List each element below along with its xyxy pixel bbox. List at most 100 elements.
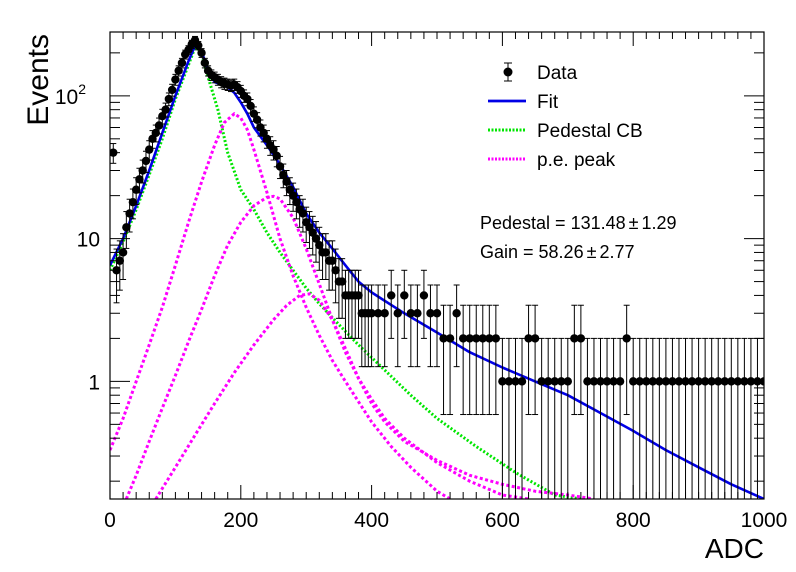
y-axis-label: Events [22,34,55,126]
data-point [498,337,507,499]
data-point [445,304,455,416]
data-point [517,337,527,499]
y-tick-label: 102 [55,81,86,109]
legend-entry-data: Data [503,62,578,84]
legend-entry-p-e-peak: p.e. peak [488,150,616,171]
x-tick-label: 200 [223,509,258,532]
data-point [288,182,298,212]
data-point [413,284,422,368]
data-point [432,284,442,368]
data-point [602,337,612,499]
data-point [112,248,121,304]
svg-text:Pedestal CB: Pedestal CB [537,121,643,142]
data-point [472,304,481,416]
data-point [668,337,677,499]
data-point [161,102,170,118]
data-point [576,304,586,416]
data-point [171,73,180,86]
data-point [380,284,389,368]
data-point [406,284,416,368]
data-point [524,304,533,416]
svg-text:Data: Data [537,63,578,84]
series-curve-p-e-peak-3 [154,292,595,499]
data-point [328,240,337,291]
data-point [543,337,553,499]
data-point [272,146,281,168]
data-point [609,337,618,499]
data-point [687,337,697,499]
data-point [452,284,461,368]
data-point [511,337,520,499]
data-point [400,269,409,339]
y-tick-label: 1 [88,371,100,394]
data-point [177,57,187,69]
data-point [491,304,501,416]
x-axis-label: ADC [705,533,764,564]
data-point [674,337,684,499]
data-point [337,258,347,319]
data-point [154,117,164,135]
data-point [596,337,605,499]
data-point [720,337,729,499]
x-tick-label: 0 [104,509,116,532]
fit-parameter-text: Pedestal = 131.48 ±1.29 [480,213,677,233]
legend-entry-pedestal-cb: Pedestal CB [488,121,643,142]
data-point [753,337,762,499]
data-point [298,198,308,233]
data-point [311,221,321,263]
data-point [727,337,736,499]
data-point [167,83,177,97]
axes-layer: 0 200 400 600 800 1000 1 10 102 [55,32,788,532]
fit-parameter-text: Gain = 58.26 ±2.77 [480,242,635,262]
data-point [661,337,671,499]
data-point [615,337,625,499]
data-point [485,304,494,416]
fit-parameters: Pedestal = 131.48 ±1.29 Gain = 58.26 ±2.77 [480,213,677,262]
data-point [733,337,743,499]
y-tick-label: 10 [77,229,100,252]
data-point [439,304,448,416]
data-point [387,269,396,339]
data-point [292,188,301,220]
data-point [426,284,435,368]
data-point [563,337,572,499]
x-tick-label: 400 [354,509,389,532]
data-point [570,304,579,416]
data-point [164,92,174,107]
data-point [557,337,566,499]
legend-entry-fit: Fit [488,92,559,113]
data-point [583,337,592,499]
data-point [622,304,631,416]
data-point [648,337,658,499]
data-point [197,48,206,58]
data-point [642,337,651,499]
data-point [373,284,383,368]
data-point [629,337,638,499]
x-tick-label: 1000 [741,509,788,532]
data-point [315,226,324,271]
legend: Data Fit Pedestal CB p.e. peak [488,62,643,171]
data-point [700,337,710,499]
data-point [714,337,723,499]
data-point [635,337,644,499]
data-point [419,269,429,339]
data-point [694,337,703,499]
data-point [530,304,540,416]
data-point [537,337,546,499]
data-point [655,337,664,499]
data-point [707,337,716,499]
data-point [589,337,599,499]
series-curve-p-e-peak-1 [110,112,451,499]
data-point [194,41,203,51]
data-point [122,211,131,249]
data-point [118,233,128,280]
svg-text:p.e. peak: p.e. peak [537,150,616,171]
x-tick-label: 800 [616,509,651,532]
data-point-layer [110,35,764,499]
data-point [174,65,183,77]
data-point [321,233,331,280]
data-point [740,337,749,499]
svg-text:Fit: Fit [537,92,559,113]
data-point [478,304,487,416]
